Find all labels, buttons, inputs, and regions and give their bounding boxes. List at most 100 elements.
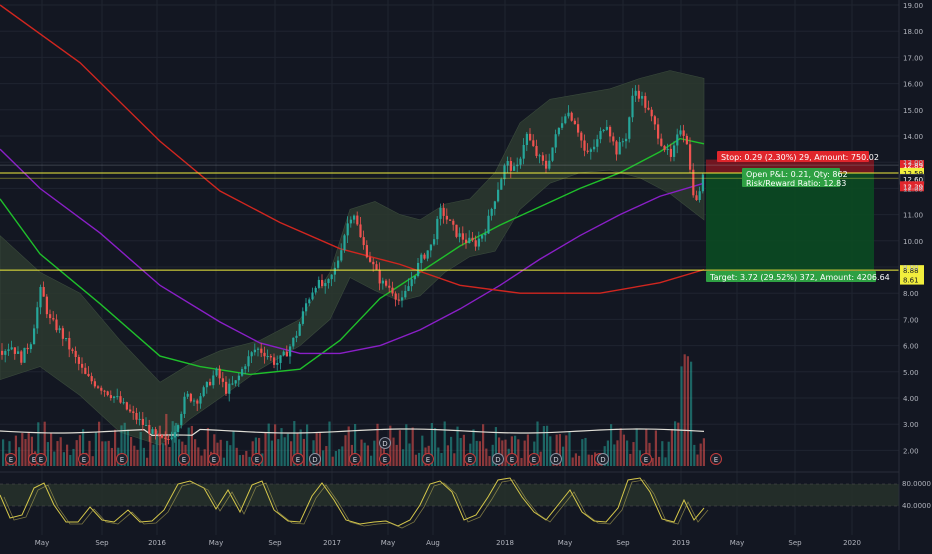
candle-body [93, 381, 96, 387]
volume-bar [485, 448, 488, 466]
event-marker-dividend[interactable]: D [550, 453, 562, 465]
event-circle [251, 453, 263, 465]
candle-body [282, 351, 285, 356]
candle-body [535, 145, 538, 156]
volume-bar [578, 455, 581, 466]
event-marker-earnings[interactable]: E [178, 453, 190, 465]
candle-body [625, 138, 628, 142]
event-marker-earnings[interactable]: E [506, 453, 518, 465]
event-marker-earnings[interactable]: E [5, 453, 17, 465]
time-tick-label: 2019 [672, 539, 690, 547]
candle-body [695, 195, 698, 200]
event-marker-earnings[interactable]: E [349, 453, 361, 465]
price-tag-box [900, 265, 924, 276]
volume-bar [408, 443, 411, 466]
candle-body [138, 418, 141, 420]
stoch-k-line [0, 477, 705, 527]
volume-bar [94, 432, 97, 466]
time-tick-label: 2020 [843, 539, 861, 547]
event-marker-earnings[interactable]: E [35, 453, 47, 465]
event-letter: E [32, 456, 36, 464]
volume-bar [206, 427, 209, 466]
volume-bar [299, 429, 302, 466]
candle-body [433, 239, 436, 245]
candle-body [167, 438, 170, 440]
volume-bar [571, 457, 574, 466]
price-tick-label: 18.00 [903, 28, 923, 36]
volume-bar [616, 440, 619, 466]
volume-bar [242, 454, 245, 466]
event-markers[interactable]: EEEEEEEEEDEEDEEDEEDEDEE [5, 437, 722, 465]
candle-body [276, 362, 279, 365]
candle-body [381, 280, 384, 284]
candle-body [481, 235, 484, 239]
event-marker-earnings[interactable]: E [78, 453, 90, 465]
candle-body [164, 437, 167, 439]
volume-bar [302, 438, 305, 466]
volume-bar [200, 455, 203, 466]
event-marker-earnings[interactable]: E [422, 453, 434, 465]
candle-body [343, 235, 346, 251]
candle-body [266, 356, 269, 358]
price-tick-label: 5.00 [903, 369, 919, 377]
candle-body [548, 160, 551, 169]
candle-body [362, 237, 365, 246]
volume-bar [395, 444, 398, 466]
event-marker-dividend[interactable]: D [492, 453, 504, 465]
volume-bar [670, 428, 673, 466]
volume-bar [328, 421, 331, 466]
event-marker-earnings[interactable]: E [208, 453, 220, 465]
candle-body [157, 434, 160, 436]
event-marker-earnings[interactable]: E [379, 453, 391, 465]
candle-body [577, 124, 580, 133]
candle-body [132, 411, 135, 413]
event-letter: E [296, 456, 300, 464]
volume-bar [456, 426, 459, 466]
event-marker-earnings[interactable]: E [116, 453, 128, 465]
event-letter: D [312, 456, 317, 464]
event-marker-dividend[interactable]: D [309, 453, 321, 465]
price-tick-label: 16.00 [903, 81, 923, 89]
volume-bar [264, 432, 267, 466]
event-marker-dividend[interactable]: D [597, 453, 609, 465]
candle-body [231, 383, 234, 385]
volume-bar [344, 435, 347, 466]
event-marker-earnings[interactable]: E [640, 453, 652, 465]
candle-body [205, 381, 208, 388]
candle-body [673, 145, 676, 157]
volume-bar [277, 439, 280, 466]
volume-bar [683, 354, 686, 466]
candle-body [637, 90, 640, 99]
volume-bar [338, 449, 341, 466]
event-marker-dividend[interactable]: D [379, 437, 391, 449]
bollinger-band [0, 70, 705, 446]
candle-body [113, 396, 116, 399]
event-marker-earnings[interactable]: E [292, 453, 304, 465]
candle-body [653, 116, 656, 125]
volume-bar [363, 442, 366, 466]
volume-bar [296, 433, 299, 466]
time-tick-label: May [558, 539, 572, 547]
candle-body [666, 148, 669, 151]
event-marker-earnings[interactable]: E [710, 453, 722, 465]
candle-body [141, 418, 144, 425]
event-marker-earnings[interactable]: E [464, 453, 476, 465]
candle-body [145, 424, 148, 426]
volume-bar [645, 429, 648, 466]
candle-body [87, 373, 90, 377]
candle-body [701, 174, 704, 192]
candle-body [599, 131, 602, 140]
candle-body [327, 279, 330, 284]
candle-body [301, 311, 304, 324]
candle-body [298, 323, 301, 336]
candle-body [474, 240, 477, 247]
volume-bar [142, 447, 145, 466]
event-marker-earnings[interactable]: E [251, 453, 263, 465]
event-circle [292, 453, 304, 465]
candle-body [330, 274, 333, 280]
candle-body [516, 164, 519, 167]
volume-bar [18, 447, 21, 466]
candle-body [593, 146, 596, 150]
event-marker-earnings[interactable]: E [528, 453, 540, 465]
